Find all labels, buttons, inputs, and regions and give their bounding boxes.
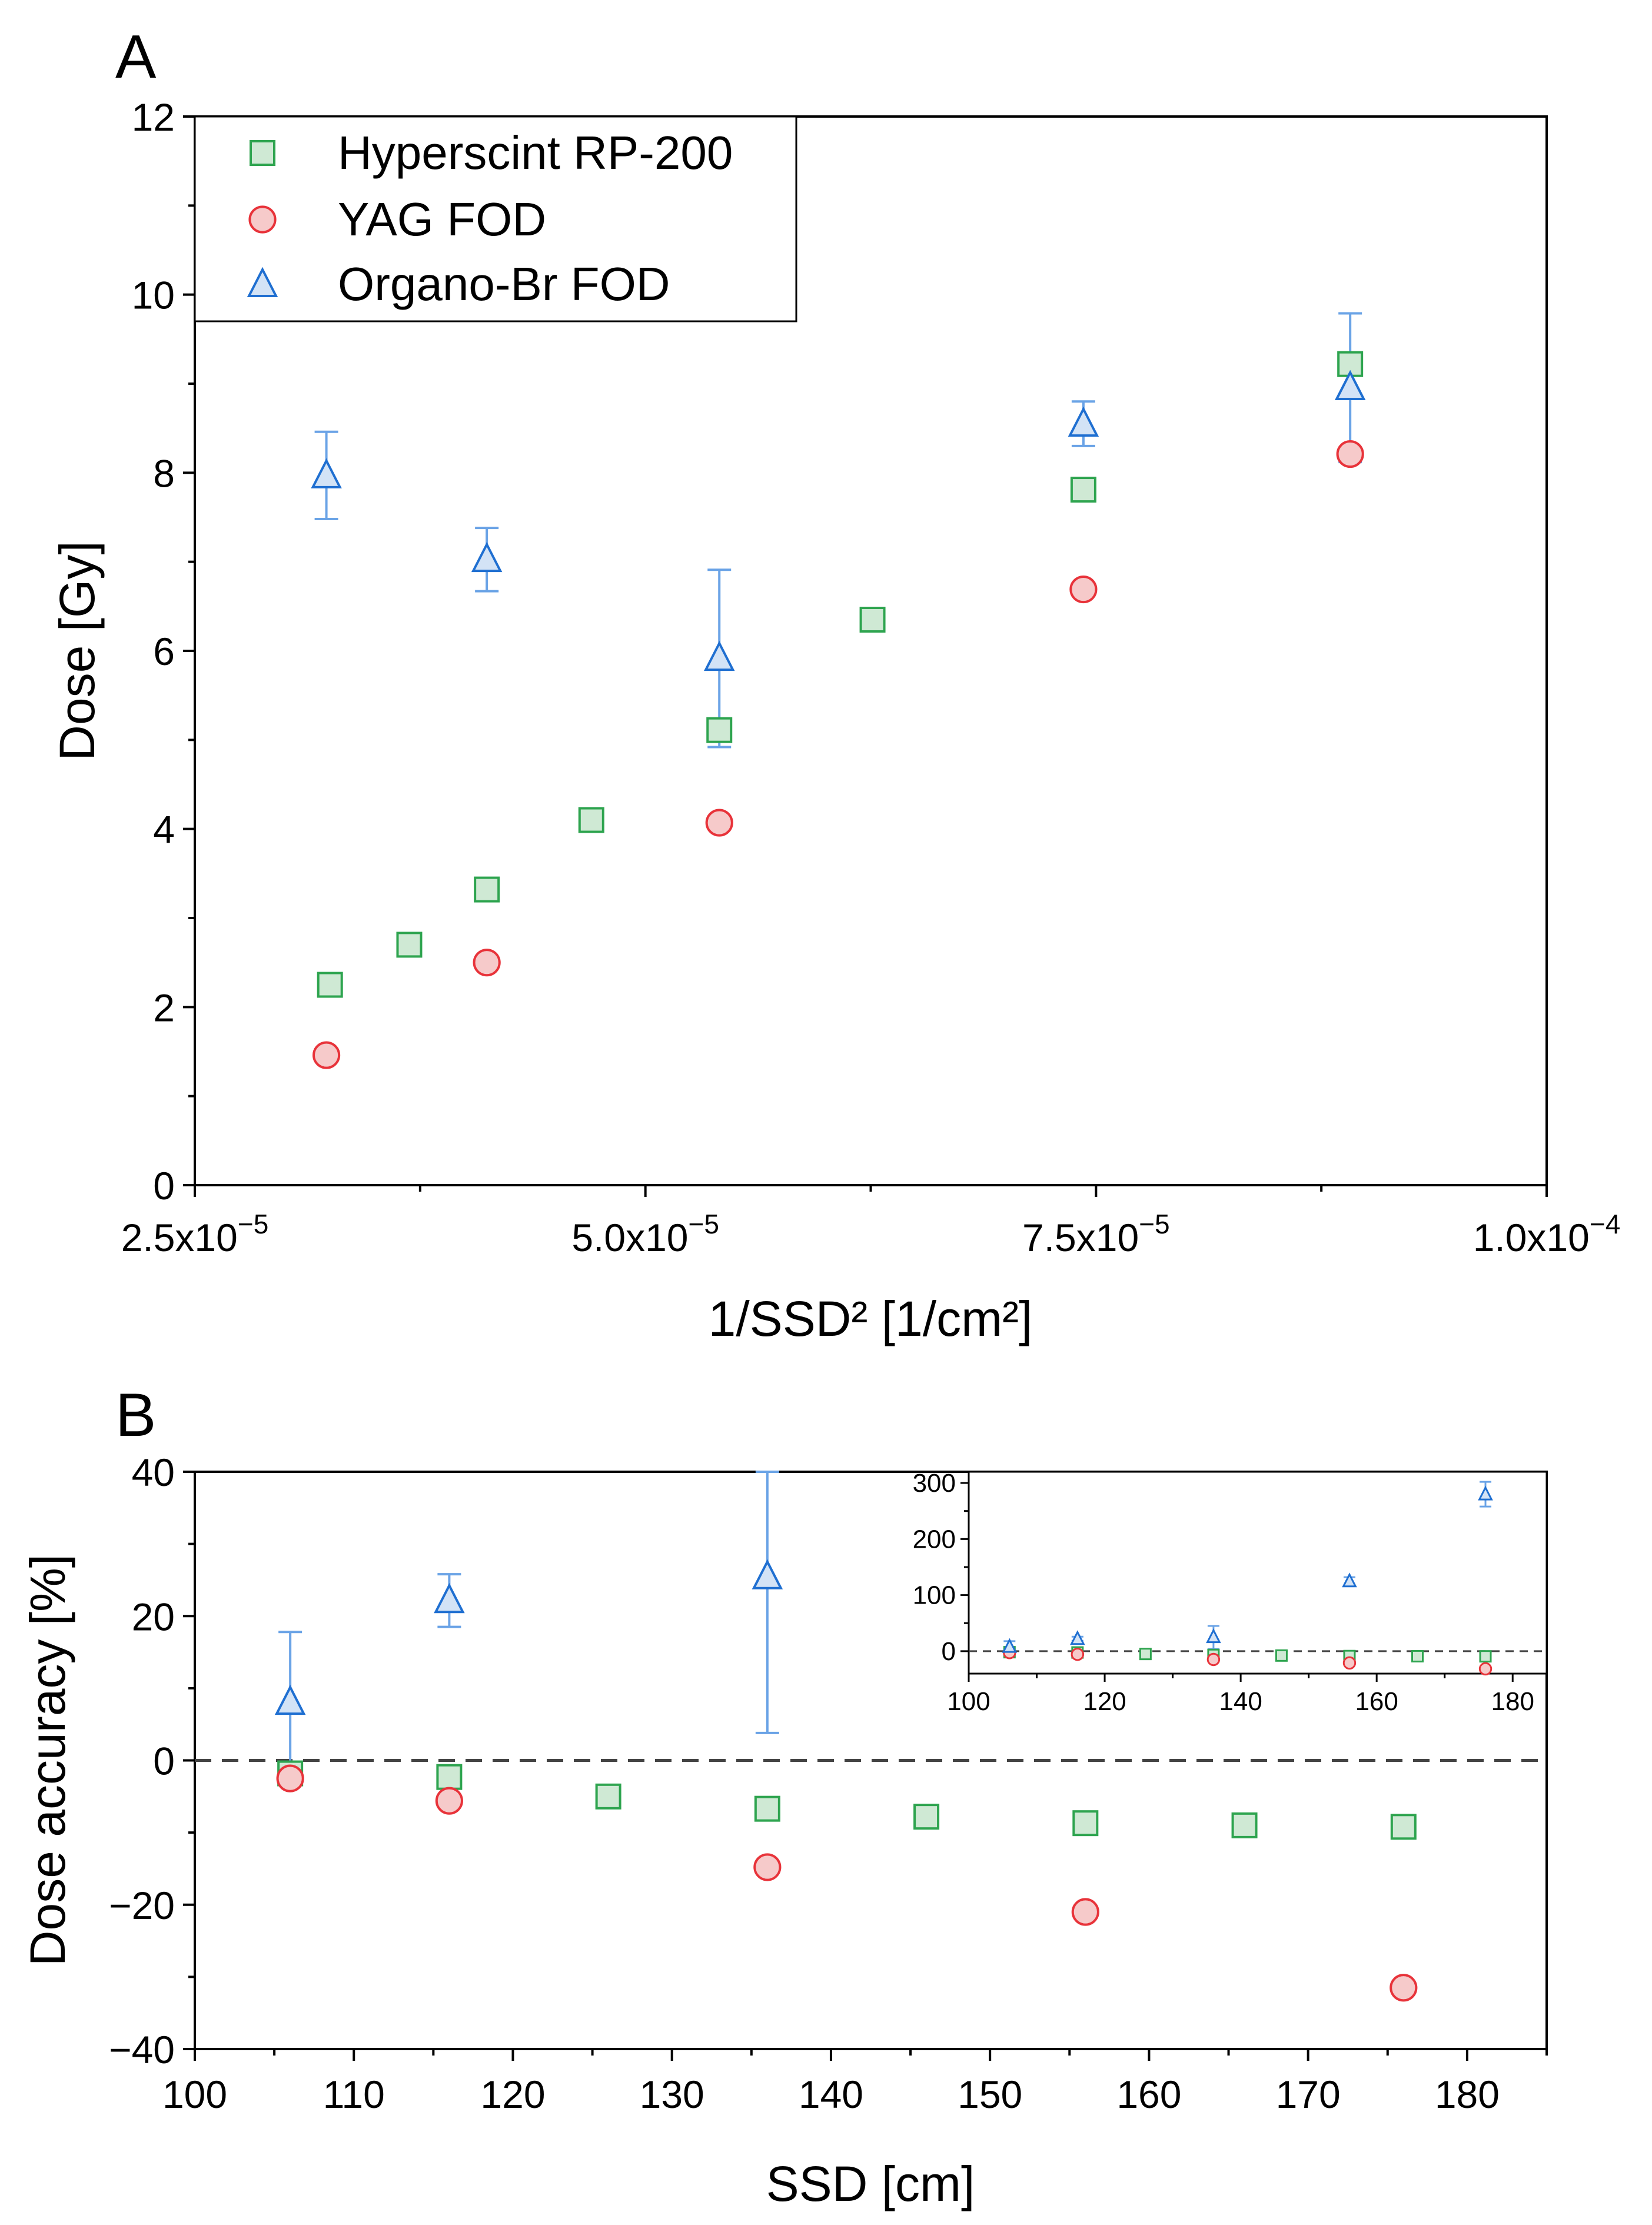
inset-yag-point bbox=[1071, 1648, 1085, 1661]
panel-a-label: A bbox=[115, 23, 157, 91]
legend-hyperscint-marker bbox=[250, 140, 275, 166]
panel-b-yag-point bbox=[753, 1853, 782, 1881]
legend-yag-marker bbox=[248, 205, 277, 234]
panel-a-yag-point bbox=[473, 949, 501, 977]
panel-b-x-tick-label: 170 bbox=[1276, 2073, 1341, 2116]
panel-b-yag-point bbox=[276, 1764, 304, 1792]
inset-x-tick-label: 120 bbox=[1083, 1687, 1126, 1716]
panel-b-x-tick-label: 130 bbox=[640, 2073, 704, 2116]
inset-y-tick-label: 200 bbox=[913, 1525, 956, 1554]
legend-organo-marker bbox=[247, 267, 278, 297]
panel-b-yag-point bbox=[1071, 1898, 1099, 1926]
panel-a-y-axis-title: Dose [Gy] bbox=[49, 541, 105, 760]
panel-b-y-tick-label: 40 bbox=[132, 1451, 175, 1494]
inset-yag-point bbox=[1206, 1652, 1221, 1667]
panel-b-organo-errorbar bbox=[755, 1471, 779, 1734]
panel-a-hyperscint-point bbox=[706, 717, 733, 743]
panel-a-hyperscint-point bbox=[317, 972, 343, 998]
panel-a-y-tick-label: 6 bbox=[153, 630, 175, 673]
panel-a-hyperscint-point bbox=[1070, 477, 1096, 503]
panel-a-yag-point bbox=[1336, 440, 1364, 468]
panel-b-x-tick-label: 100 bbox=[162, 2073, 227, 2116]
panel-a-x-tick-label: 5.0x10−5 bbox=[571, 1209, 719, 1259]
inset-x-tick-label: 140 bbox=[1219, 1687, 1262, 1716]
panel-b-x-tick-label: 140 bbox=[799, 2073, 863, 2116]
panel-b-y-tick-label: −40 bbox=[109, 2028, 175, 2071]
legend-yag-label: YAG FOD bbox=[338, 193, 546, 245]
inset-hyperscint-point bbox=[1411, 1649, 1424, 1662]
inset-x-tick-label: 100 bbox=[947, 1687, 990, 1716]
panel-b-x-tick-label: 180 bbox=[1435, 2073, 1500, 2116]
panel-b-y-tick-label: 20 bbox=[132, 1595, 175, 1638]
panel-a-organo-point bbox=[311, 458, 342, 488]
panel-b-x-tick-label: 150 bbox=[958, 2073, 1022, 2116]
inset-x-tick-label: 160 bbox=[1355, 1687, 1398, 1716]
inset-yag-point bbox=[1478, 1662, 1493, 1676]
inset-plot-frame bbox=[968, 1471, 1548, 1675]
panel-b-hyperscint-point bbox=[595, 1783, 621, 1810]
panel-b-hyperscint-point bbox=[1072, 1810, 1099, 1837]
inset-hyperscint-point bbox=[1139, 1648, 1152, 1661]
panel-a-y-tick-label: 12 bbox=[132, 95, 175, 139]
panel-a-x-axis-title: 1/SSD² [1/cm²] bbox=[709, 1291, 1033, 1346]
panel-b-y-tick-label: −20 bbox=[109, 1884, 175, 1927]
panel-a-organo-point bbox=[1334, 370, 1366, 401]
panel-b-hyperscint-point bbox=[1390, 1814, 1417, 1840]
panel-b-x-tick-label: 120 bbox=[480, 2073, 545, 2116]
inset-hyperscint-point bbox=[1479, 1650, 1492, 1663]
panel-b-y-axis-title: Dose accuracy [%] bbox=[20, 1554, 75, 1966]
panel-b-organo-point bbox=[752, 1559, 783, 1589]
legend-box bbox=[194, 115, 797, 322]
panel-a-y-tick-label: 0 bbox=[153, 1164, 175, 1208]
inset-organo-point bbox=[1002, 1638, 1018, 1653]
inset-organo-point bbox=[1478, 1485, 1493, 1501]
panel-b-y-tick-label: 0 bbox=[153, 1740, 175, 1783]
panel-a-organo-point bbox=[703, 640, 735, 671]
panel-a-hyperscint-point bbox=[578, 807, 604, 833]
panel-a-organo-point bbox=[1068, 406, 1099, 437]
panel-b-yag-point bbox=[435, 1787, 463, 1815]
panel-a-x-tick-label: 1.0x10−4 bbox=[1473, 1209, 1621, 1259]
panel-a-hyperscint-point bbox=[396, 932, 423, 958]
panel-b-hyperscint-point bbox=[436, 1764, 463, 1790]
inset-y-tick-label: 100 bbox=[913, 1581, 956, 1610]
panel-b: B −40 −20 0 20 40 100 110 120 130 140 150 160 170 180… bbox=[20, 1381, 1548, 2211]
legend-hyperscint-label: Hyperscint RP-200 bbox=[338, 127, 733, 179]
inset-y-tick-label: 300 bbox=[913, 1469, 956, 1498]
inset-organo-point bbox=[1070, 1630, 1085, 1645]
legend-organo-label: Organo-Br FOD bbox=[338, 258, 670, 310]
panel-b-hyperscint-point bbox=[913, 1804, 940, 1830]
panel-a-hyperscint-point bbox=[859, 607, 886, 633]
panel-a-legend: Hyperscint RP-200 YAG FOD Organo-Br FOD bbox=[194, 115, 797, 322]
panel-b-hyperscint-point bbox=[754, 1795, 780, 1822]
panel-b-x-axis-title: SSD [cm] bbox=[766, 2156, 975, 2211]
panel-b-organo-point bbox=[434, 1582, 465, 1614]
inset-hyperscint-point bbox=[1275, 1649, 1288, 1662]
inset-yag-point bbox=[1342, 1656, 1357, 1670]
panel-a-yag-point bbox=[1069, 575, 1098, 604]
panel-a-yag-point bbox=[705, 809, 733, 837]
panel-a-y-tick-label: 2 bbox=[153, 986, 175, 1029]
panel-a-y-tick-label: 8 bbox=[153, 451, 175, 495]
inset-y-tick-label: 0 bbox=[942, 1637, 956, 1666]
inset-organo-point bbox=[1206, 1628, 1221, 1644]
panel-a: A 0 2 4 6 8 10 12 2.5x10−5 5.0x10−5 7.5x10−5 1.0x1… bbox=[49, 23, 1620, 1346]
panel-b-yag-point bbox=[1390, 1974, 1418, 2002]
inset-x-tick-label: 180 bbox=[1491, 1687, 1534, 1716]
panel-a-x-tick-label: 7.5x10−5 bbox=[1022, 1209, 1170, 1259]
panel-b-x-tick-label: 160 bbox=[1116, 2073, 1181, 2116]
panel-a-y-tick-label: 10 bbox=[132, 274, 175, 317]
inset-organo-point bbox=[1342, 1572, 1357, 1588]
panel-b-x-tick-label: 110 bbox=[323, 2073, 385, 2116]
panel-a-hyperscint-point bbox=[474, 876, 500, 903]
panel-a-organo-point bbox=[471, 541, 503, 573]
panel-a-yag-point bbox=[312, 1041, 341, 1069]
panel-b-organo-point bbox=[274, 1684, 306, 1715]
panel-b-inset: 0 100 200 300 100 120 140 160 180 bbox=[913, 1469, 1548, 1716]
panel-a-x-tick-label: 2.5x10−5 bbox=[121, 1209, 269, 1259]
panel-b-label: B bbox=[115, 1381, 156, 1449]
panel-b-hyperscint-point bbox=[1231, 1812, 1258, 1838]
panel-a-y-tick-label: 4 bbox=[153, 808, 175, 852]
